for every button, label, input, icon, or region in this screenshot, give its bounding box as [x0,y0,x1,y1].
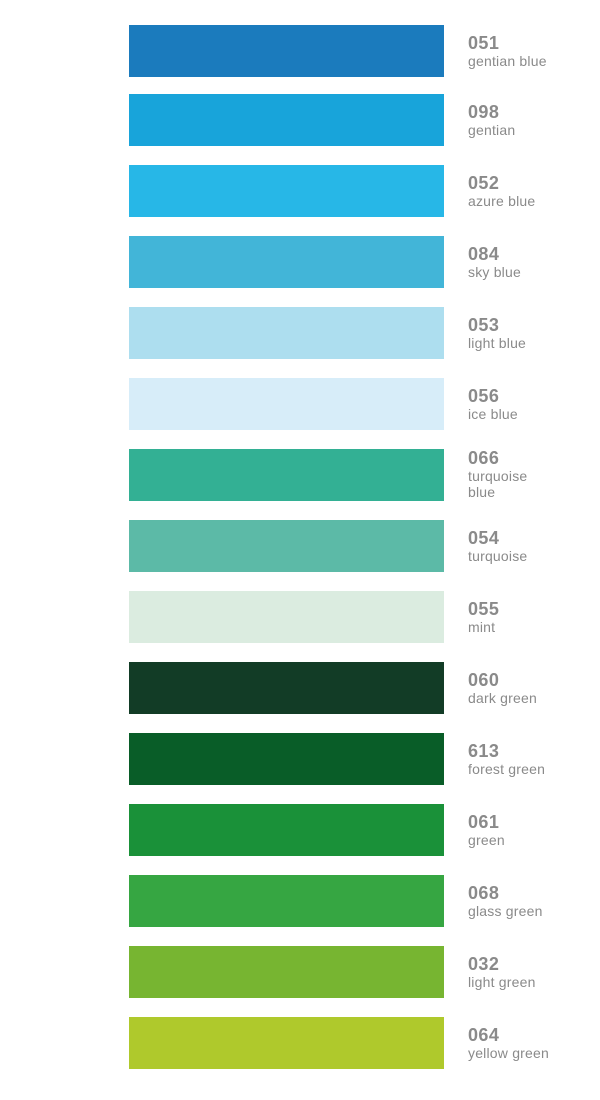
swatch-code: 060 [468,670,500,690]
swatch-row: 053 light blue [0,307,600,359]
swatch-label: 613 forest green [468,742,596,777]
swatch-label: 051 gentian blue [468,34,596,69]
color-chip [129,591,444,643]
swatch-name: turquoise [468,548,528,564]
swatch-code: 064 [468,1025,500,1045]
swatch-name: forest green [468,761,546,777]
swatch-row: 084 sky blue [0,236,600,288]
color-chip [129,875,444,927]
swatch-name: gentian blue [468,53,547,69]
color-chip [129,662,444,714]
swatch-label: 055 mint [468,600,596,635]
swatch-name: turquoise blue [468,468,528,500]
swatch-name: azure blue [468,193,536,209]
swatch-row: 061 green [0,804,600,856]
swatch-row: 056 ice blue [0,378,600,430]
swatch-label: 052 azure blue [468,174,596,209]
swatch-name: mint [468,619,496,635]
swatch-code: 084 [468,244,500,264]
color-chip [129,449,444,501]
swatch-name: green [468,832,505,848]
swatch-label: 054 turquoise [468,529,596,564]
swatch-code: 061 [468,812,500,832]
swatch-label: 060 dark green [468,671,596,706]
swatch-code: 055 [468,599,500,619]
swatch-code: 052 [468,173,500,193]
color-chip [129,946,444,998]
swatch-label: 098 gentian [468,103,596,138]
swatch-row: 052 azure blue [0,165,600,217]
color-chip [129,378,444,430]
swatch-row: 054 turquoise [0,520,600,572]
swatch-row: 064 yellow green [0,1017,600,1069]
color-chip [129,307,444,359]
color-chip [129,1017,444,1069]
swatch-name: ice blue [468,406,518,422]
swatch-name: glass green [468,903,543,919]
swatch-code: 053 [468,315,500,335]
swatch-label: 032 light green [468,955,596,990]
swatch-row: 613 forest green [0,733,600,785]
color-chip [129,94,444,146]
swatch-label: 064 yellow green [468,1026,596,1061]
swatch-code: 051 [468,33,500,53]
swatch-row: 098 gentian [0,94,600,146]
swatch-label: 056 ice blue [468,387,596,422]
color-chip [129,236,444,288]
swatch-label: 053 light blue [468,316,596,351]
swatch-code: 056 [468,386,500,406]
swatch-row: 068 glass green [0,875,600,927]
swatch-name: sky blue [468,264,521,280]
swatch-code: 098 [468,102,500,122]
swatch-name: yellow green [468,1045,549,1061]
swatch-row: 032 light green [0,946,600,998]
swatch-row: 055 mint [0,591,600,643]
swatch-row: 066 turquoise blue [0,449,600,501]
swatch-name: gentian [468,122,516,138]
color-chip [129,733,444,785]
color-chip [129,25,444,77]
swatch-label: 084 sky blue [468,245,596,280]
swatch-name: light green [468,974,536,990]
swatch-code: 066 [468,448,500,468]
swatch-label: 068 glass green [468,884,596,919]
swatch-code: 054 [468,528,500,548]
swatch-code: 032 [468,954,500,974]
color-chip [129,520,444,572]
color-chip [129,804,444,856]
swatch-label: 066 turquoise blue [468,449,558,500]
swatch-label: 061 green [468,813,596,848]
swatch-code: 068 [468,883,500,903]
color-chip [129,165,444,217]
swatch-row: 051 gentian blue [0,25,600,77]
swatch-name: dark green [468,690,537,706]
swatch-name: light blue [468,335,527,351]
swatch-row: 060 dark green [0,662,600,714]
swatch-code: 613 [468,741,500,761]
